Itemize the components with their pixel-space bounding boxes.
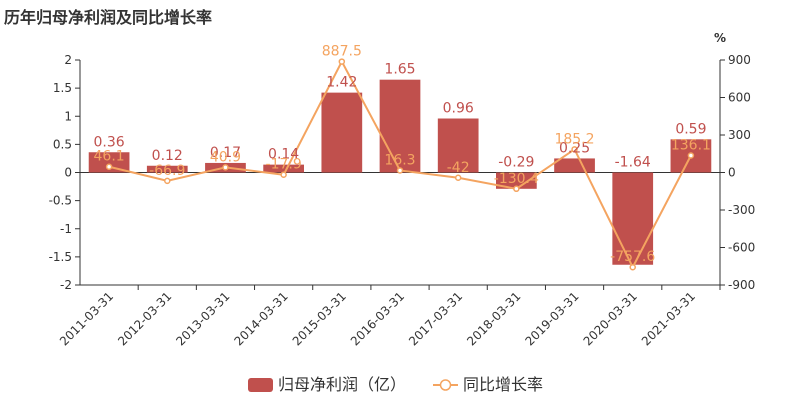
line-data-label: 46.1 — [94, 149, 125, 165]
y-right-tick-label: 0 — [728, 166, 736, 180]
line-data-label: 16.3 — [384, 152, 415, 168]
line-data-label: 136.1 — [671, 137, 711, 153]
line-point — [396, 167, 404, 174]
bar-data-label: 0.17 — [210, 145, 241, 161]
bar — [146, 165, 188, 173]
line-data-label: -130.4 — [494, 171, 539, 187]
bar-data-label: 1.65 — [384, 62, 415, 78]
y-left-tick-label: -2 — [60, 278, 72, 292]
bar — [496, 172, 537, 189]
line-point — [105, 163, 113, 170]
y-right-unit: % — [714, 31, 726, 45]
y-left-tick-label: -1.5 — [49, 250, 72, 264]
y-left-tick-label: 0 — [64, 166, 72, 180]
line-point — [513, 185, 520, 193]
y-right-tick-label: -900 — [728, 278, 755, 292]
line-series — [105, 58, 695, 271]
x-tick-label: 2013-03-31 — [173, 289, 232, 348]
bar-data-label: 0.36 — [94, 134, 125, 150]
x-tick-label: 2017-03-31 — [406, 289, 465, 348]
x-tick-label: 2012-03-31 — [115, 289, 174, 348]
x-tick-label: 2016-03-31 — [348, 289, 407, 348]
bar-data-label: -1.64 — [615, 155, 651, 171]
bar — [437, 118, 479, 173]
bar — [88, 152, 130, 173]
line-data-label: 887.5 — [322, 44, 362, 60]
legend-line-label: 同比增长率 — [463, 375, 543, 394]
x-tick-label: 2020-03-31 — [581, 289, 640, 348]
y-right-tick-label: -600 — [728, 241, 755, 255]
y-left-tick-label: -1 — [60, 222, 72, 236]
line-point — [571, 146, 578, 153]
x-tick-label: 2014-03-31 — [232, 289, 291, 348]
line-point — [629, 263, 636, 271]
x-tick-label: 2021-03-31 — [639, 289, 698, 348]
x-tick-label: 2015-03-31 — [290, 289, 349, 348]
data-labels: 0.36 0.12 0.17 0.14 1.42 1.65 0.96 -0.29 0.25 -1.… — [94, 44, 711, 266]
line-point — [280, 171, 287, 178]
bar-data-label: 0.96 — [443, 101, 474, 117]
line-point — [164, 177, 171, 185]
bar-data-label: 0.25 — [559, 140, 590, 156]
line-point — [687, 152, 695, 159]
x-tick-label: 2011-03-31 — [57, 289, 116, 348]
x-tick-label: 2018-03-31 — [464, 289, 523, 348]
line-data-label: -66.9 — [149, 163, 185, 179]
legend-line-marker — [439, 379, 452, 391]
bar — [263, 164, 304, 173]
line-data-label: 40.9 — [210, 149, 241, 165]
y-right-tick-label: -300 — [728, 203, 755, 217]
bar-data-label: 0.14 — [268, 147, 299, 163]
line-data-label: -17.9 — [266, 157, 302, 173]
line-data-label: -42 — [447, 160, 470, 176]
y-left-tick-label: 1 — [64, 109, 72, 123]
line-data-label: -757.6 — [610, 249, 655, 265]
y-left-tick-label: 1.5 — [53, 81, 72, 95]
legend-bar-label: 归母净利润（亿） — [278, 375, 406, 394]
bar — [612, 172, 654, 265]
bar — [379, 79, 421, 173]
x-tick-label: 2019-03-31 — [522, 289, 581, 348]
y-left-tick-label: -0.5 — [49, 194, 72, 208]
y-right-tick-label: 600 — [728, 91, 751, 105]
line-data-label: 185.2 — [554, 131, 594, 147]
line-point — [222, 164, 229, 171]
bar-data-label: 0.12 — [152, 148, 183, 164]
y-left-tick-label: 2 — [64, 53, 72, 67]
y-right-tick-label: 900 — [728, 53, 751, 67]
bar-data-label: 1.42 — [326, 75, 357, 91]
bar-data-label: 0.59 — [675, 121, 706, 137]
y-left-tick-label: 0.5 — [53, 137, 72, 151]
legend: 归母净利润（亿） 同比增长率 — [248, 375, 543, 394]
line-point — [454, 174, 462, 181]
bar — [321, 92, 363, 173]
y-right-tick-label: 300 — [728, 128, 751, 142]
bar-data-label: -0.29 — [498, 155, 534, 171]
chart-title: 历年归母净利润及同比增长率 — [4, 8, 213, 27]
line-point — [338, 58, 346, 65]
legend-bar-swatch — [248, 378, 273, 392]
bar — [554, 158, 595, 173]
